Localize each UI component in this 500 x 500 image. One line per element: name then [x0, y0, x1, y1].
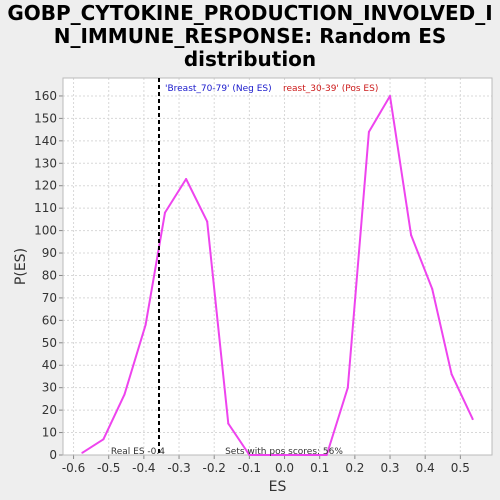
- y-tick-label: 60: [42, 313, 57, 327]
- series-line-0: [81, 95, 474, 456]
- y-tick-label: 0: [49, 448, 57, 462]
- x-tick-label: -0.6: [62, 461, 85, 475]
- data-point: [410, 234, 413, 237]
- legend-neg-es: 'Breast_70-79' (Neg ES): [165, 84, 272, 94]
- axes: 0 10 20 30 40 50 60 70 80 90 100 110 120 130 140 150 160…: [34, 77, 493, 475]
- data-point: [325, 454, 328, 456]
- y-tick-label: 90: [42, 246, 57, 260]
- y-tick-label: 100: [34, 224, 57, 238]
- y-tick-label: 120: [34, 179, 57, 193]
- x-axis-label: ES: [269, 479, 287, 495]
- chart-title-line-3: distribution: [183, 47, 317, 71]
- y-tick-label: 70: [42, 291, 57, 305]
- real-es-label: Real ES -0.4: [111, 447, 165, 457]
- x-tick-label: -0.1: [238, 461, 261, 475]
- y-tick-label: 30: [42, 381, 57, 395]
- data-point: [185, 177, 188, 180]
- x-tick-label: 0.5: [451, 461, 470, 475]
- data-point: [81, 451, 84, 454]
- data-point: [367, 130, 370, 133]
- annotations: Real ES -0.4 Sets with pos scores: 56% 'Br…: [111, 78, 378, 457]
- y-tick-label: 110: [34, 201, 57, 215]
- chart-title: GOBP_CYTOKINE_PRODUCTION_INVOLVED_I N_IM…: [0, 0, 500, 71]
- data-point: [144, 323, 147, 326]
- plot-area: [63, 78, 492, 455]
- y-tick-label: 10: [42, 426, 57, 440]
- x-tick-label: -0.3: [167, 461, 190, 475]
- data-point: [163, 211, 166, 214]
- y-axis-label: P(ES): [13, 248, 29, 285]
- y-tick-label: 150: [34, 111, 57, 125]
- data-point: [123, 393, 126, 396]
- legend-pos-es: reast_30-39' (Pos ES): [283, 84, 378, 94]
- y-tick-label: 50: [42, 336, 57, 350]
- y-tick-label: 40: [42, 358, 57, 372]
- series-group: [81, 94, 474, 456]
- x-tick-label: 0.1: [310, 461, 329, 475]
- x-tick-label: -0.5: [97, 461, 120, 475]
- pos-scores-label: Sets with pos scores: 56%: [225, 447, 343, 457]
- data-point: [389, 94, 392, 97]
- data-point: [248, 454, 251, 456]
- y-tick-label: 20: [42, 403, 57, 417]
- x-tick-label: 0.0: [275, 461, 294, 475]
- data-point: [346, 386, 349, 389]
- data-point: [431, 287, 434, 290]
- data-point: [102, 438, 105, 441]
- y-tick-label: 80: [42, 268, 57, 282]
- x-tick-label: 0.4: [416, 461, 435, 475]
- data-point: [206, 220, 209, 223]
- data-point: [283, 454, 286, 456]
- y-tick-label: 130: [34, 156, 57, 170]
- data-point: [269, 454, 272, 456]
- data-point: [304, 454, 307, 456]
- x-tick-label: 0.2: [345, 461, 364, 475]
- data-point: [450, 373, 453, 376]
- chart-title-line-1: GOBP_CYTOKINE_PRODUCTION_INVOLVED_I: [7, 1, 493, 25]
- data-point: [227, 422, 230, 425]
- x-tick-label: -0.2: [202, 461, 225, 475]
- x-tick-label: -0.4: [132, 461, 155, 475]
- data-point: [471, 418, 474, 421]
- x-tick-label: 0.3: [380, 461, 399, 475]
- y-tick-label: 160: [34, 89, 57, 103]
- y-tick-label: 140: [34, 134, 57, 148]
- chart-title-line-2: N_IMMUNE_RESPONSE: Random ES: [53, 24, 447, 48]
